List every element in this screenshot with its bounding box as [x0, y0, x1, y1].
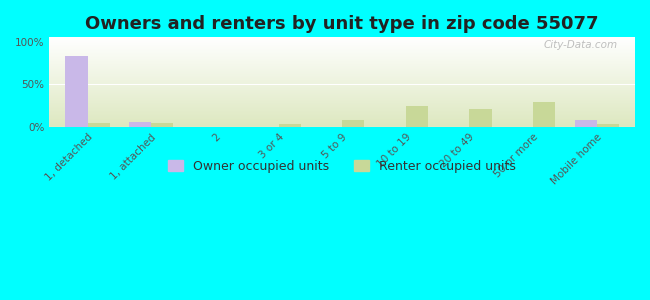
Bar	[129, 122, 151, 127]
Bar	[65, 56, 88, 127]
Bar	[597, 124, 619, 127]
Bar	[342, 120, 365, 127]
Bar	[88, 123, 110, 127]
Legend: Owner occupied units, Renter occupied units: Owner occupied units, Renter occupied un…	[168, 160, 516, 173]
Bar	[533, 102, 556, 127]
Bar	[151, 123, 174, 127]
Bar	[469, 109, 492, 127]
Bar	[575, 120, 597, 127]
Title: Owners and renters by unit type in zip code 55077: Owners and renters by unit type in zip c…	[85, 15, 599, 33]
Text: City-Data.com: City-Data.com	[543, 40, 618, 50]
Bar	[406, 106, 428, 127]
Bar	[278, 124, 301, 127]
